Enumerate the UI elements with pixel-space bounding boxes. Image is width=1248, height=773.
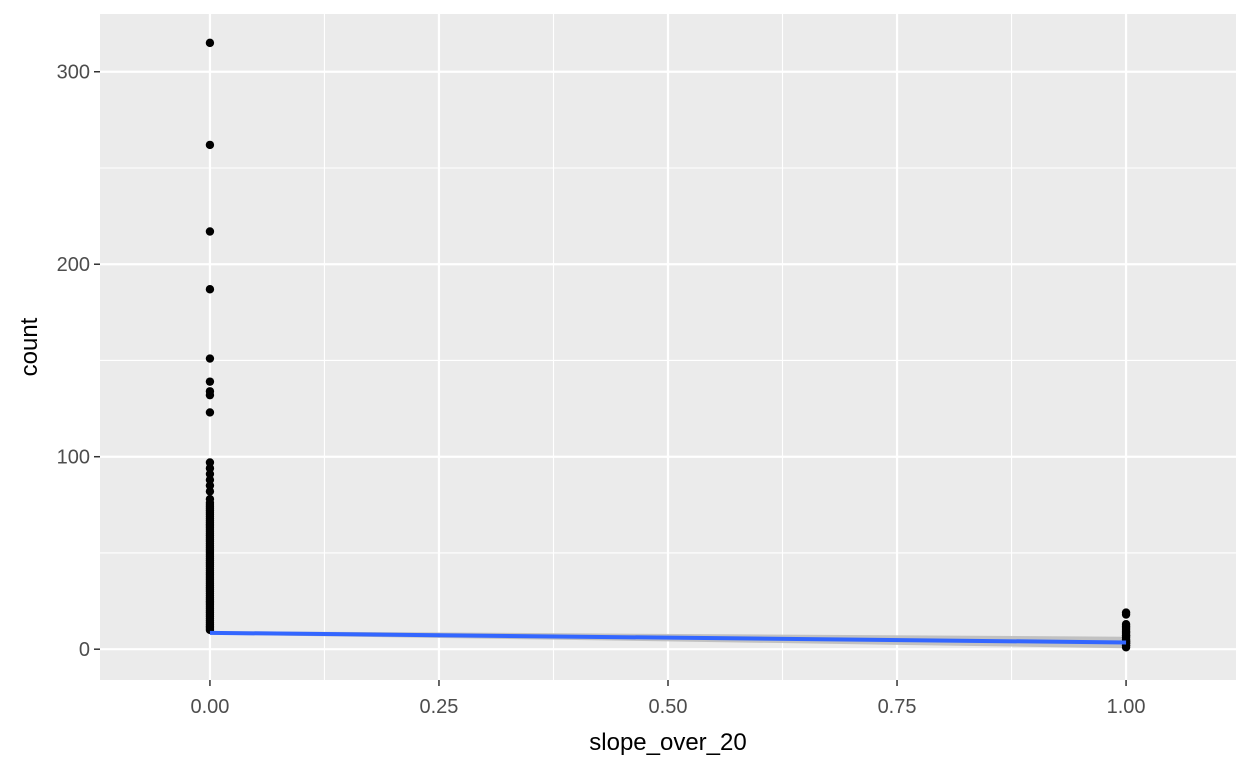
data-point [205,285,215,294]
data-point [1121,631,1131,640]
data-point [205,469,215,479]
x-tick-label: 0.50 [649,696,688,718]
x-tick-label: 0.75 [878,696,917,718]
y-axis-title: count [16,317,43,376]
data-point [205,227,215,236]
x-tick-label: 0.00 [190,696,229,718]
y-tick-label: 300 [57,62,90,84]
x-tick-label: 0.25 [419,696,458,718]
data-point [1121,610,1131,619]
major-gridlines [100,14,1236,680]
data-point [205,464,215,473]
x-tick-label: 1.00 [1107,696,1146,718]
data-point [205,487,215,496]
data-points [205,38,1131,652]
y-tick-label: 0 [79,639,90,661]
data-point [205,408,215,417]
x-axis-title: slope_over_20 [589,729,746,756]
data-point [205,354,215,363]
x-axis: 0.00 0.25 0.50 0.75 1.00 [190,680,1146,718]
data-point [205,390,215,400]
data-point [205,38,215,48]
y-tick-label: 100 [57,447,90,469]
data-point [205,458,215,467]
data-point [205,140,215,150]
smooth-line [209,630,1127,645]
data-point [205,475,215,485]
y-axis: 0 100 200 300 [57,62,100,661]
y-tick-label: 200 [57,254,90,276]
smooth-line-layer [209,630,1127,645]
data-point [205,481,215,490]
data-point [205,377,215,386]
